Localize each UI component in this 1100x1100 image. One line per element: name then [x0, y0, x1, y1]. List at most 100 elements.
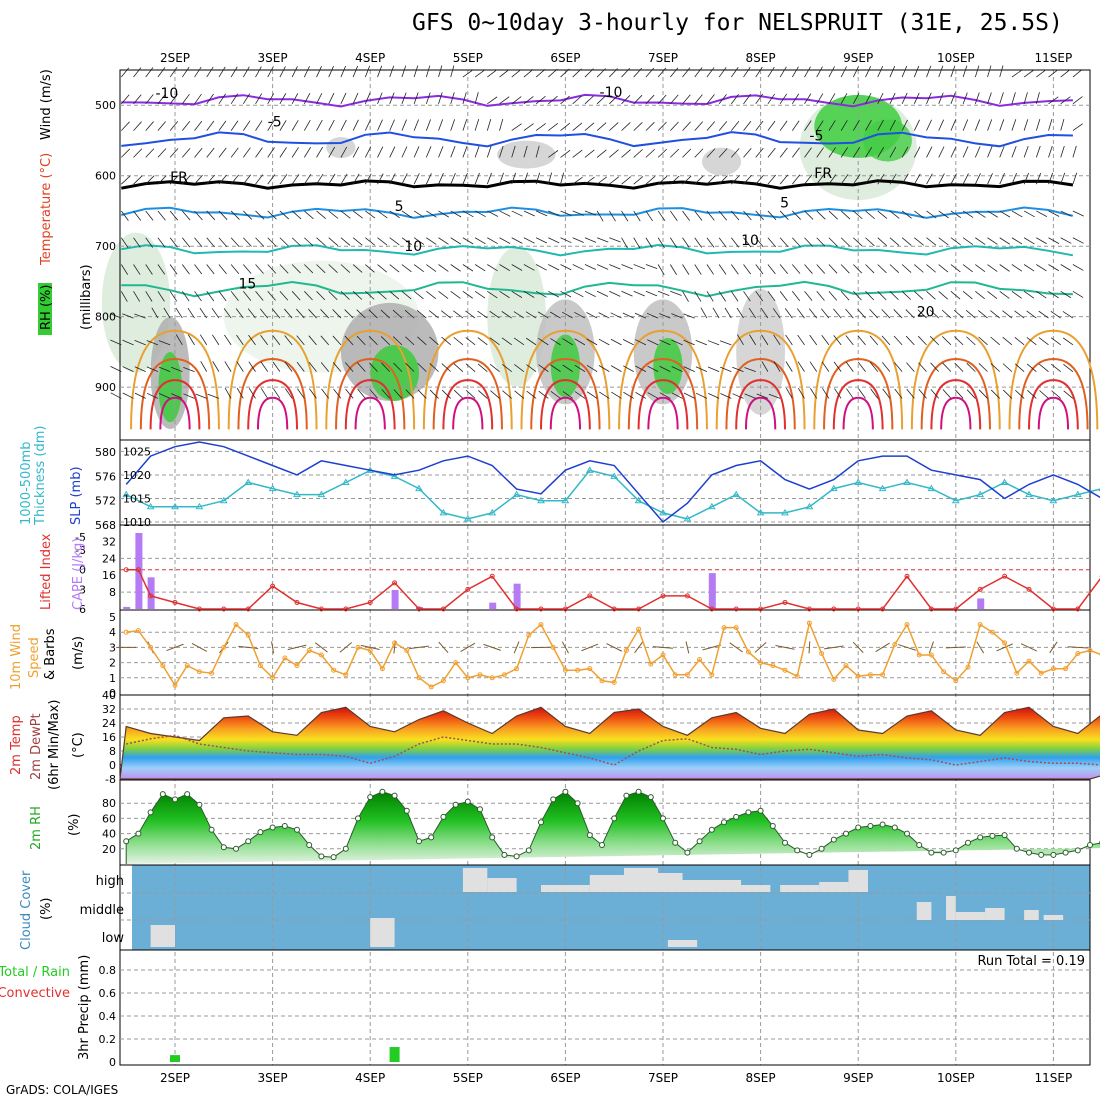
- wind-barb: [845, 361, 854, 372]
- wind-barb: [761, 361, 769, 372]
- wind-barb: [316, 291, 326, 301]
- rh-marker: [391, 792, 398, 799]
- wind-barb: [623, 365, 634, 372]
- surface-wind-barb: [976, 641, 985, 654]
- thickness-line-marker: [268, 484, 277, 492]
- wind-barb: [926, 290, 936, 300]
- wind-barb: [562, 311, 573, 319]
- contour-warm-arch: [725, 357, 796, 430]
- wind-barb: [671, 339, 683, 346]
- wind-barb: [1011, 146, 1017, 158]
- lifted-index-line-marker: [709, 606, 715, 612]
- wind-barb: [1038, 310, 1049, 319]
- wind-barb: [499, 96, 510, 105]
- wind-barb: [267, 291, 276, 301]
- wind-barb: [694, 291, 702, 302]
- wind-barb: [535, 145, 540, 158]
- thickness-line-marker: [1000, 478, 1009, 485]
- precip-label: 3hr Precip (mm): [77, 955, 92, 1060]
- rh-tick: 40: [102, 828, 116, 841]
- lifted-index-line-marker: [416, 606, 422, 612]
- wind-barb: [1011, 210, 1023, 218]
- rh-marker: [574, 800, 581, 807]
- wind-barb: [438, 65, 443, 78]
- thickness-line-marker: [854, 478, 863, 485]
- wind-barb: [767, 264, 776, 275]
- wind-barb: [548, 237, 560, 244]
- wind-barb: [893, 309, 903, 319]
- wind-barb: [1038, 363, 1049, 372]
- wind-barb: [821, 335, 830, 346]
- wind-barb: [490, 390, 500, 399]
- contour-minus5: [121, 131, 1073, 148]
- wind-barb: [405, 362, 415, 372]
- wind-barb: [633, 122, 643, 131]
- wind-barb: [243, 291, 252, 301]
- rh-marker: [928, 849, 935, 856]
- wind-barb: [145, 175, 155, 185]
- wind-barb: [1051, 363, 1061, 372]
- cloud-level-label: low: [102, 931, 125, 946]
- wind-barb: [917, 335, 927, 346]
- wind-barb: [744, 393, 756, 399]
- wind-speed-line-marker: [672, 672, 678, 678]
- wind-barb: [356, 309, 366, 319]
- wind-barb: [682, 291, 689, 302]
- thickness-line-marker: [634, 496, 643, 504]
- wind-speed-line-marker: [477, 672, 483, 678]
- lifted-index-line-marker: [733, 606, 739, 612]
- wind-barb: [682, 264, 690, 275]
- wind-barb: [822, 388, 830, 399]
- rh-marker: [1026, 849, 1032, 856]
- wind-barb: [828, 93, 836, 105]
- cloud-level-label: middle: [80, 903, 124, 918]
- wind-barb: [718, 264, 727, 275]
- wind-speed-line-marker: [465, 675, 471, 681]
- wind-barb: [645, 264, 658, 270]
- wind-barb: [809, 361, 818, 372]
- wind-barb: [121, 67, 130, 78]
- wind-barb: [621, 237, 628, 249]
- wind-barb: [1023, 290, 1035, 299]
- thickness-tick: 572: [95, 495, 116, 508]
- wind-speed-line-marker: [1014, 670, 1020, 676]
- wind-barb: [284, 308, 293, 319]
- surface-wind-barb: [314, 642, 328, 653]
- wind-barb: [145, 264, 153, 275]
- surface-wind-barb: [1067, 646, 1088, 649]
- wind-barb: [171, 366, 183, 373]
- wind-barb: [267, 174, 276, 185]
- thickness-line-marker: [317, 490, 326, 498]
- contour-warm-arch: [325, 329, 416, 430]
- wind-barb: [755, 93, 763, 105]
- wind-barb: [1011, 237, 1023, 245]
- wind-barb: [584, 264, 596, 270]
- wind-barb: [340, 146, 348, 158]
- wind-barb: [450, 92, 455, 104]
- wind-barb: [224, 361, 232, 372]
- wind-barb: [732, 366, 744, 373]
- wind-barb: [368, 336, 378, 346]
- wind-speed-line-marker: [916, 652, 922, 658]
- wind-barb: [320, 309, 330, 319]
- wind-barb: [913, 173, 921, 185]
- wind-barb: [182, 120, 191, 131]
- wind-barb: [816, 264, 826, 274]
- wind-speed-line-marker: [599, 678, 605, 684]
- wind-barb: [901, 210, 912, 219]
- wind-barb: [255, 120, 263, 131]
- wind-barb: [950, 237, 961, 246]
- wind-barb: [535, 95, 546, 105]
- wind-barb: [401, 264, 412, 273]
- wind-barb: [340, 237, 351, 246]
- slp-line: [125, 441, 1100, 524]
- wind-barb: [1026, 310, 1037, 319]
- rh-marker: [513, 853, 520, 860]
- wind-barb: [499, 172, 504, 185]
- temp-label-4: (°C): [71, 732, 86, 758]
- wind-barb: [243, 210, 253, 220]
- wind-barb: [429, 336, 439, 346]
- wind-barb: [889, 173, 897, 185]
- wind-barb: [761, 334, 769, 346]
- wind-barb: [195, 393, 207, 399]
